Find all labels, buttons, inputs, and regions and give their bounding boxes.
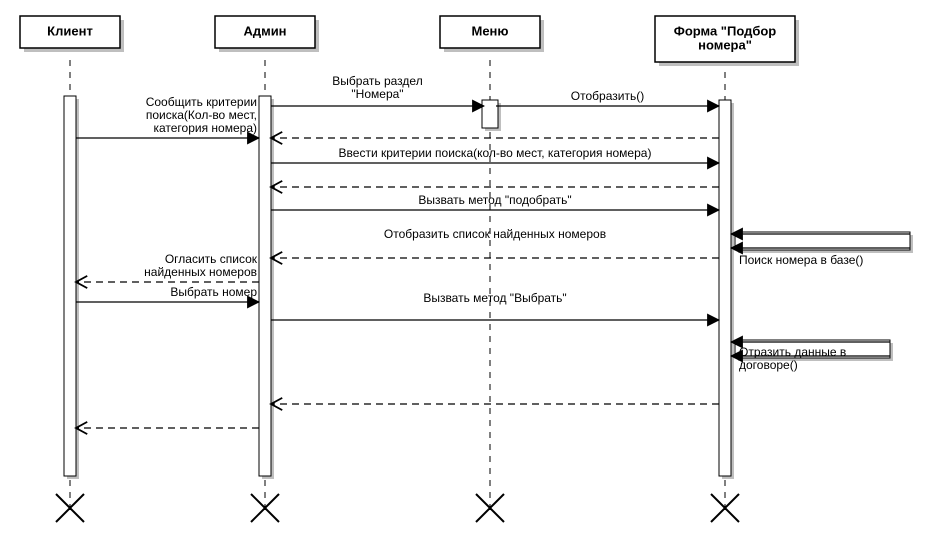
message-label-2: категория номера) [153, 121, 257, 135]
actor-label-admin: Админ [243, 23, 286, 38]
actor-label-form: Форма "Подбор [674, 23, 777, 38]
message-label-0: Выбрать раздел [332, 74, 422, 88]
message-label-10: Вызвать метод "Выбрать" [423, 291, 566, 305]
activation-form [719, 100, 731, 476]
external-label-1: договоре() [739, 358, 798, 372]
message-label-6: Вызвать метод "подобрать" [418, 193, 571, 207]
message-label-4: Ввести критерии поиска(кол-во мест, кате… [339, 146, 652, 160]
message-label-9: Выбрать номер [170, 285, 257, 299]
message-label-2: Сообщить критерии [146, 95, 257, 109]
message-label-0: "Номера" [351, 87, 403, 101]
message-label-1: Отобразить() [571, 89, 644, 103]
activation-client [64, 96, 76, 476]
activation-menu [482, 100, 498, 128]
actor-label-menu: Меню [471, 23, 508, 38]
message-label-7: Отобразить список найденных номеров [384, 227, 606, 241]
message-label-8: найденных номеров [144, 265, 257, 279]
external-label-0: Поиск номера в базе() [739, 253, 863, 267]
message-label-8: Огласить список [165, 252, 258, 266]
external-box-0 [735, 232, 910, 250]
activation-admin [259, 96, 271, 476]
message-label-2: поиска(Кол-во мест, [146, 108, 257, 122]
external-label-1: Отразить данные в [739, 345, 846, 359]
sequence-diagram: Клиент Админ Меню Форма "Подборномера" Выбра… [0, 0, 936, 547]
actor-label-form: номера" [698, 37, 752, 52]
actor-label-client: Клиент [47, 23, 93, 38]
